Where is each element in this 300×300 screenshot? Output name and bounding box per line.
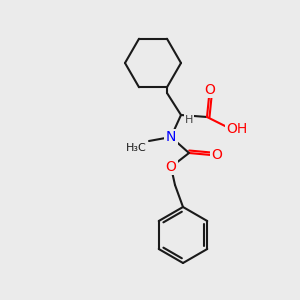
Text: O: O [205, 83, 215, 97]
Text: H: H [185, 115, 193, 125]
Text: O: O [166, 160, 176, 174]
Text: O: O [212, 148, 222, 162]
Text: H₃C: H₃C [126, 143, 147, 153]
Text: N: N [166, 130, 176, 144]
Text: OH: OH [226, 122, 248, 136]
